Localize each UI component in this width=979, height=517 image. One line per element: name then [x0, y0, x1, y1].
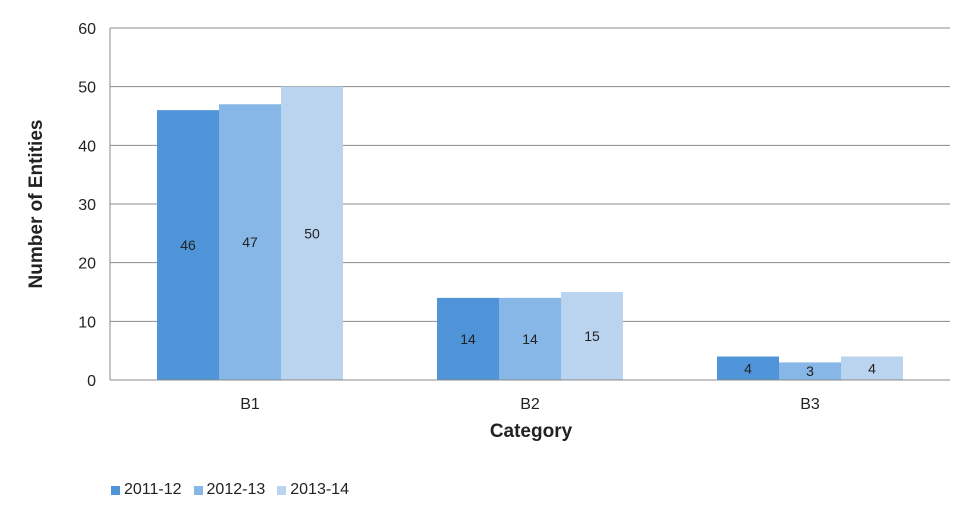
y-tick-label: 20	[78, 256, 96, 273]
y-tick-label: 0	[87, 373, 96, 390]
legend-label: 2013-14	[290, 481, 349, 498]
y-tick-label: 60	[78, 21, 96, 38]
legend-swatch	[111, 485, 120, 495]
y-axis-ticks: 0 10 20 30 40 50 60	[78, 21, 96, 390]
data-label: 47	[242, 234, 258, 250]
bar-B2-2012-13	[499, 297, 561, 380]
bar-B3-2012-13	[779, 362, 841, 380]
legend-item: 2012-13	[193, 481, 266, 499]
bar-B1-2011-12	[157, 110, 219, 380]
x-axis-title: Category	[490, 421, 573, 442]
data-labels: 46 47 50 14 14 15 4 3 4	[180, 225, 876, 379]
data-label: 50	[304, 225, 320, 241]
legend-item: 2011-12	[111, 481, 182, 499]
x-tick-label: B3	[800, 396, 820, 413]
data-label: 46	[180, 237, 196, 253]
bar-B2-2011-12	[437, 297, 499, 380]
data-label: 14	[522, 331, 538, 347]
legend-item: 2013-14	[277, 481, 349, 499]
x-axis-ticks: B1 B2 B3	[240, 396, 820, 413]
bar-B2-2013-14	[561, 292, 623, 380]
bar-B1-2013-14	[281, 86, 343, 381]
legend-label: 2011-12	[124, 481, 182, 498]
bar-B1-2012-13	[219, 104, 281, 381]
data-label: 14	[460, 331, 476, 347]
x-tick-label: B1	[240, 396, 260, 413]
bars	[157, 86, 903, 381]
legend-label: 2012-13	[206, 481, 266, 498]
bar-B3-2011-12	[717, 356, 779, 380]
legend-swatch	[193, 485, 203, 495]
y-tick-label: 40	[78, 138, 96, 155]
y-axis-title: Number of Entities	[26, 120, 47, 289]
bar-B3-2013-14	[841, 356, 903, 380]
data-label: 4	[868, 360, 876, 376]
legend-swatch	[277, 485, 287, 495]
y-tick-label: 50	[78, 80, 96, 97]
legend: 2011-12 2012-13 2013-14	[111, 480, 361, 500]
data-label: 3	[806, 363, 814, 379]
data-label: 15	[584, 328, 600, 344]
y-tick-label: 30	[78, 197, 96, 214]
data-label: 4	[744, 360, 752, 376]
y-tick-label: 10	[78, 314, 96, 331]
x-tick-label: B2	[520, 396, 540, 413]
